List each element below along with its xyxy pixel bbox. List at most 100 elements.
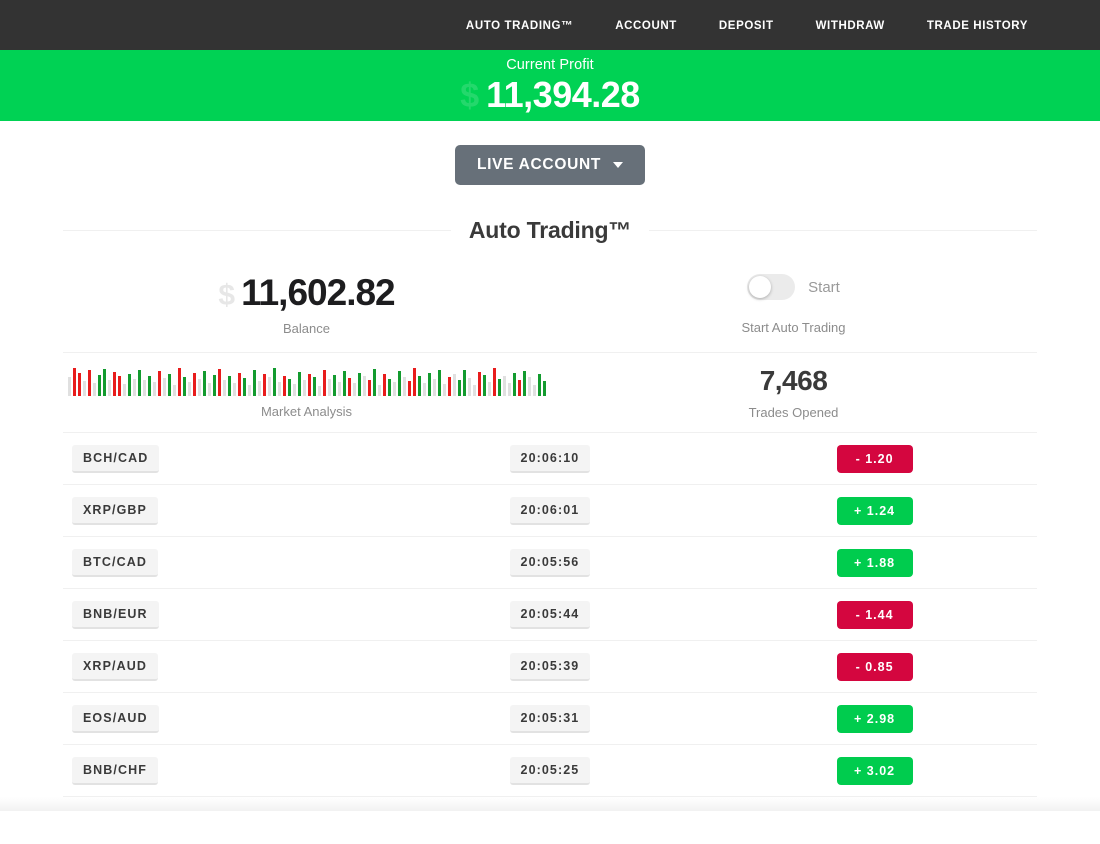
nav-trade-history[interactable]: TRADE HISTORY (926, 20, 1028, 32)
table-row[interactable]: BNB/EUR 20:05:44 - 1.44 (63, 589, 1037, 641)
market-bar (237, 372, 241, 396)
market-bar (342, 370, 346, 396)
nav-deposit[interactable]: DEPOSIT (718, 20, 774, 32)
trade-value-cell: - 1.20 (712, 444, 1037, 473)
toggle-block: Start Start Auto Trading (741, 274, 846, 335)
trade-time: 20:05:56 (509, 548, 591, 577)
footer-strip (0, 797, 1100, 811)
status-badge: - 1.20 (836, 444, 913, 473)
currency-symbol: $ (460, 76, 480, 115)
status-badge: + 1.24 (836, 496, 913, 525)
trade-pair-cell: BCH/CAD (63, 444, 388, 473)
toggle-line: Start (747, 274, 840, 300)
nav-withdraw[interactable]: WITHDRAW (815, 20, 885, 32)
toggle-knob (749, 276, 772, 298)
market-bar (152, 382, 156, 396)
auto-trading-toggle-switch[interactable] (747, 274, 796, 300)
trade-value-cell: - 0.85 (712, 652, 1037, 681)
trade-pair-cell: XRP/GBP (63, 496, 388, 525)
market-bar (377, 384, 381, 396)
table-row[interactable]: BNB/CHF 20:05:25 + 3.02 (63, 745, 1037, 797)
trade-list: BCH/CAD 20:06:10 - 1.20 XRP/GBP 20:06:01 + 1.… (63, 433, 1037, 797)
market-bar (222, 379, 226, 396)
toggle-state-label: Start (808, 278, 840, 296)
market-bar (162, 378, 166, 396)
live-account-dropdown-button[interactable]: LIVE ACCOUNT (454, 145, 646, 185)
market-bar (537, 374, 541, 396)
top-navbar: AUTO TRADING™ ACCOUNT DEPOSIT WITHDRAW TRADE… (0, 0, 1100, 50)
table-row[interactable]: XRP/GBP 20:06:01 + 1.24 (63, 485, 1037, 537)
market-bar (67, 377, 71, 396)
nav-auto-trading[interactable]: AUTO TRADING™ (465, 20, 574, 32)
current-profit-amount-row: $ 11,394.28 (460, 75, 640, 116)
market-bar (297, 372, 301, 396)
current-profit-label: Current Profit (506, 57, 594, 74)
market-bar (392, 382, 396, 396)
market-bar (307, 374, 311, 396)
market-bar (217, 369, 221, 396)
table-row[interactable]: XRP/AUD 20:05:39 - 0.85 (63, 641, 1037, 693)
trade-time-cell: 20:05:31 (388, 704, 713, 733)
page-title: Auto Trading™ (450, 216, 650, 244)
market-trades-row: Market Analysis 7,468 Trades Opened (63, 353, 1037, 433)
trade-pair: BNB/EUR (72, 600, 159, 629)
market-bar (282, 375, 286, 396)
trade-pair-cell: XRP/AUD (63, 652, 388, 681)
trade-time-cell: 20:05:39 (388, 652, 713, 681)
nav-deposit-item[interactable]: DEPOSIT (719, 16, 774, 34)
nav-account[interactable]: ACCOUNT (615, 20, 677, 32)
market-bar (232, 382, 236, 396)
balance-toggle-row: $ 11,602.82 Balance Start Start Auto Tra… (63, 257, 1037, 353)
status-badge: + 2.98 (836, 704, 913, 733)
trades-opened-value: 7,468 (759, 365, 828, 396)
market-bar (482, 375, 486, 396)
table-row[interactable]: BCH/CAD 20:06:10 - 1.20 (63, 433, 1037, 485)
nav-auto-trading-item[interactable]: AUTO TRADING™ (466, 16, 573, 34)
market-bar (257, 381, 261, 396)
trade-pair-cell: BNB/CHF (63, 756, 388, 785)
market-bar (357, 373, 361, 396)
market-bar (77, 372, 81, 396)
trade-pair: BCH/CAD (72, 444, 160, 473)
trade-pair-cell: EOS/AUD (63, 704, 388, 733)
market-bar (247, 385, 251, 396)
market-bar (132, 378, 136, 396)
market-bar (507, 383, 511, 396)
table-row[interactable]: BTC/CAD 20:05:56 + 1.88 (63, 537, 1037, 589)
market-bar (397, 371, 401, 396)
auto-trading-panel: Auto Trading™ $ 11,602.82 Balance Start … (0, 203, 1100, 797)
market-bar (212, 375, 216, 396)
market-bar (362, 376, 366, 396)
market-bar (97, 375, 101, 396)
trade-time-cell: 20:05:44 (388, 600, 713, 629)
market-bar (172, 384, 176, 396)
market-bar (287, 378, 291, 396)
market-bar (102, 369, 106, 396)
trade-pair: EOS/AUD (72, 704, 159, 733)
market-bar (92, 382, 96, 396)
trade-value-cell: - 1.44 (712, 600, 1037, 629)
market-bar (352, 383, 356, 396)
toggle-caption: Start Auto Trading (741, 320, 846, 335)
market-bar (197, 379, 201, 396)
market-bar (327, 379, 331, 396)
nav-withdraw-item[interactable]: WITHDRAW (816, 16, 885, 34)
market-bar (432, 379, 436, 396)
market-bar (112, 372, 116, 396)
nav-account-item[interactable]: ACCOUNT (615, 16, 677, 34)
market-bar (492, 368, 496, 396)
table-row[interactable]: EOS/AUD 20:05:31 + 2.98 (63, 693, 1037, 745)
balance-value: 11,602.82 (241, 271, 396, 313)
trade-value-cell: + 3.02 (712, 756, 1037, 785)
market-bar (227, 376, 231, 396)
account-selector-wrap: LIVE ACCOUNT (0, 121, 1100, 203)
market-bar (322, 369, 326, 396)
market-bar (522, 370, 526, 396)
market-bar (157, 370, 161, 396)
nav-trade-history-item[interactable]: TRADE HISTORY (927, 16, 1028, 34)
market-bar (517, 379, 521, 396)
market-bar (532, 384, 536, 396)
status-badge: - 0.85 (836, 652, 913, 681)
market-bar (422, 382, 426, 396)
market-bar (442, 384, 446, 396)
